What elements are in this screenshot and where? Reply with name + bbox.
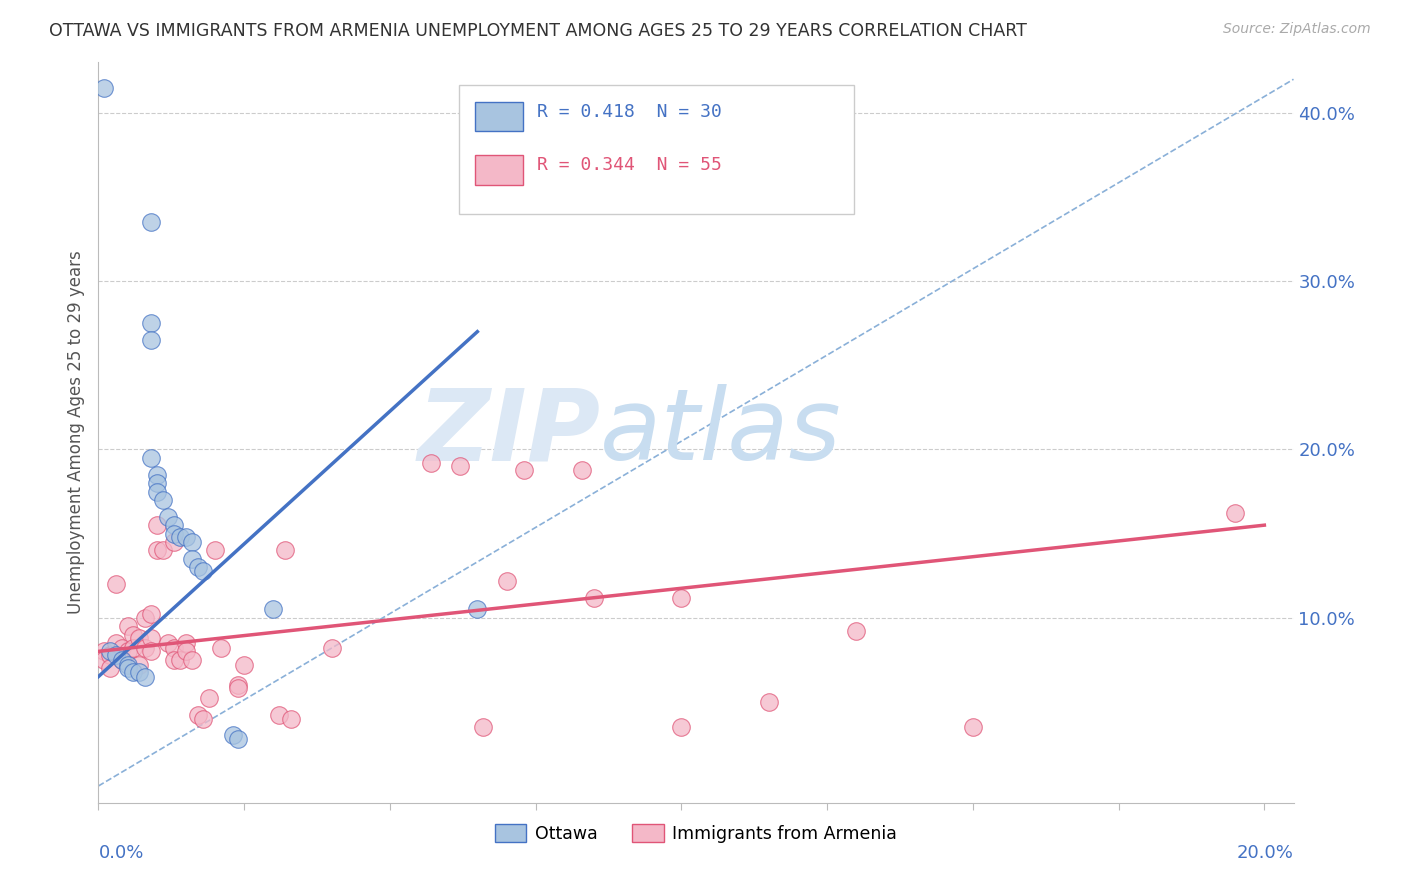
- Point: [1225, 507, 1247, 521]
- Point: [671, 591, 693, 605]
- Point: [145, 476, 167, 491]
- Point: [98, 661, 121, 675]
- Point: [93, 653, 115, 667]
- Point: [228, 731, 250, 746]
- Point: [845, 624, 868, 639]
- Point: [174, 644, 197, 658]
- Point: [98, 648, 121, 662]
- Bar: [475, 102, 523, 131]
- Point: [128, 657, 150, 672]
- Point: [204, 543, 226, 558]
- Point: [139, 607, 162, 622]
- Point: [209, 640, 232, 655]
- Point: [174, 530, 197, 544]
- Point: [269, 708, 291, 723]
- Point: [221, 729, 243, 743]
- Point: [186, 708, 208, 723]
- Point: [117, 644, 139, 658]
- Point: [962, 720, 984, 734]
- Point: [111, 653, 134, 667]
- Point: [280, 712, 302, 726]
- Point: [98, 644, 121, 658]
- FancyBboxPatch shape: [460, 85, 853, 214]
- Text: atlas: atlas: [600, 384, 842, 481]
- Point: [134, 670, 156, 684]
- Point: [186, 560, 208, 574]
- Point: [117, 657, 139, 672]
- Point: [128, 665, 150, 679]
- Text: OTTAWA VS IMMIGRANTS FROM ARMENIA UNEMPLOYMENT AMONG AGES 25 TO 29 YEARS CORRELA: OTTAWA VS IMMIGRANTS FROM ARMENIA UNEMPL…: [49, 22, 1028, 40]
- Point: [228, 678, 250, 692]
- Point: [262, 602, 284, 616]
- Point: [139, 316, 162, 330]
- Point: [163, 640, 186, 655]
- Text: Source: ZipAtlas.com: Source: ZipAtlas.com: [1223, 22, 1371, 37]
- Point: [139, 631, 162, 645]
- Bar: [475, 155, 523, 185]
- Text: 0.0%: 0.0%: [98, 844, 143, 862]
- Point: [169, 653, 191, 667]
- Point: [111, 653, 134, 667]
- Point: [758, 695, 780, 709]
- Point: [122, 665, 145, 679]
- Point: [134, 640, 156, 655]
- Point: [467, 602, 489, 616]
- Point: [571, 462, 593, 476]
- Point: [180, 551, 202, 566]
- Point: [180, 653, 202, 667]
- Point: [193, 712, 215, 726]
- Point: [419, 456, 441, 470]
- Point: [145, 484, 167, 499]
- Point: [228, 681, 250, 696]
- Point: [169, 530, 191, 544]
- Point: [180, 535, 202, 549]
- Point: [157, 636, 180, 650]
- Point: [157, 509, 180, 524]
- Point: [104, 648, 127, 662]
- Point: [93, 80, 115, 95]
- Point: [163, 518, 186, 533]
- Point: [671, 720, 693, 734]
- Text: ZIP: ZIP: [418, 384, 600, 481]
- Point: [449, 459, 471, 474]
- Point: [122, 627, 145, 641]
- Point: [152, 492, 174, 507]
- Point: [163, 535, 186, 549]
- Point: [495, 574, 517, 588]
- Point: [163, 526, 186, 541]
- Point: [128, 631, 150, 645]
- Point: [104, 577, 127, 591]
- Point: [321, 640, 343, 655]
- Point: [93, 644, 115, 658]
- Point: [233, 657, 256, 672]
- Point: [145, 543, 167, 558]
- Point: [139, 450, 162, 465]
- Point: [134, 610, 156, 624]
- Point: [174, 636, 197, 650]
- Point: [513, 462, 536, 476]
- Text: R = 0.418  N = 30: R = 0.418 N = 30: [537, 103, 721, 121]
- Point: [117, 619, 139, 633]
- Point: [139, 333, 162, 347]
- Point: [104, 636, 127, 650]
- Text: R = 0.344  N = 55: R = 0.344 N = 55: [537, 156, 721, 174]
- Point: [145, 518, 167, 533]
- Legend: Ottawa, Immigrants from Armenia: Ottawa, Immigrants from Armenia: [488, 817, 904, 850]
- Y-axis label: Unemployment Among Ages 25 to 29 years: Unemployment Among Ages 25 to 29 years: [66, 251, 84, 615]
- Point: [139, 644, 162, 658]
- Point: [163, 653, 186, 667]
- Point: [582, 591, 605, 605]
- Point: [193, 564, 215, 578]
- Text: 20.0%: 20.0%: [1237, 844, 1294, 862]
- Point: [111, 640, 134, 655]
- Point: [145, 467, 167, 482]
- Point: [274, 543, 297, 558]
- Point: [122, 640, 145, 655]
- Point: [117, 661, 139, 675]
- Point: [152, 543, 174, 558]
- Point: [198, 691, 221, 706]
- Point: [472, 720, 495, 734]
- Point: [139, 215, 162, 229]
